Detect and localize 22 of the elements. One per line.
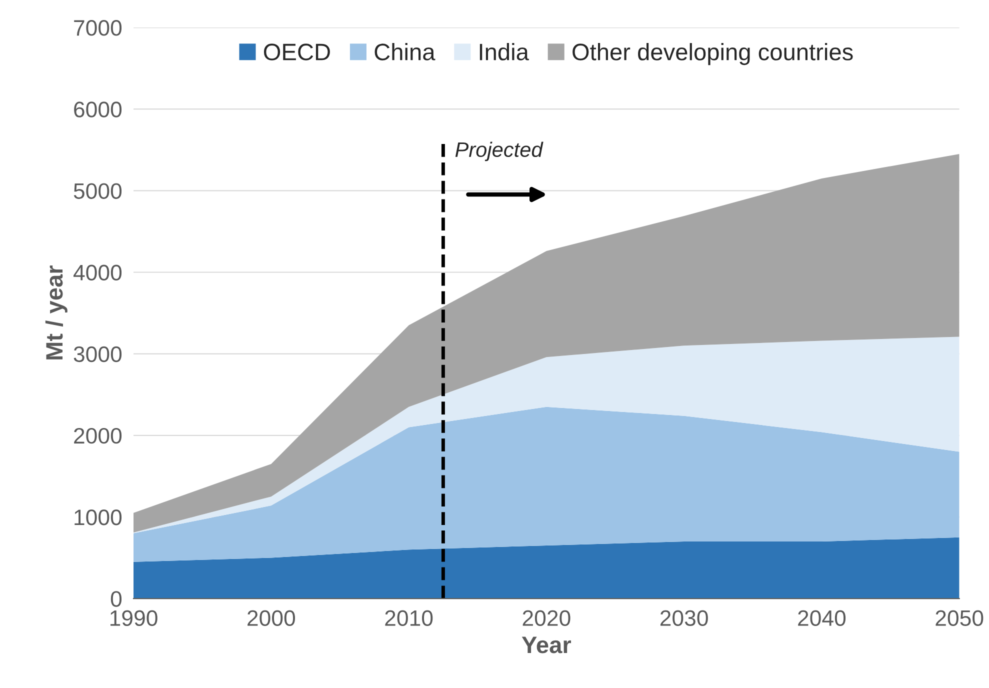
y-tick-label: 4000 [73,264,122,281]
x-tick-label: 1990 [110,610,158,626]
x-tick-label: 2030 [660,610,708,626]
y-tick-label: 7000 [74,20,122,36]
legend-label: OECD [264,44,330,60]
y-tick-label: 1000 [74,510,122,526]
x-tick-label: 2050 [936,610,984,626]
y-tick-label: 6000 [74,102,122,118]
y-axis-title: Mt / year [45,265,68,360]
annotation: Projected [455,142,544,162]
x-tick-label: 2040 [798,610,846,626]
legend-label: Other developing countries [572,43,853,66]
x-tick-label: 2020 [522,610,570,626]
y-tick-label: 0 [110,591,122,607]
y-tick-label: 3000 [74,346,122,362]
x-tick-label: 2000 [248,610,295,626]
legend-label: China [374,43,436,60]
y-tick-label: 5000 [74,183,122,199]
y-tick-label: 2000 [74,428,122,444]
legend-label: India [480,43,529,60]
x-tick-label: 2010 [385,610,433,626]
x-axis-title: Year [522,636,572,654]
